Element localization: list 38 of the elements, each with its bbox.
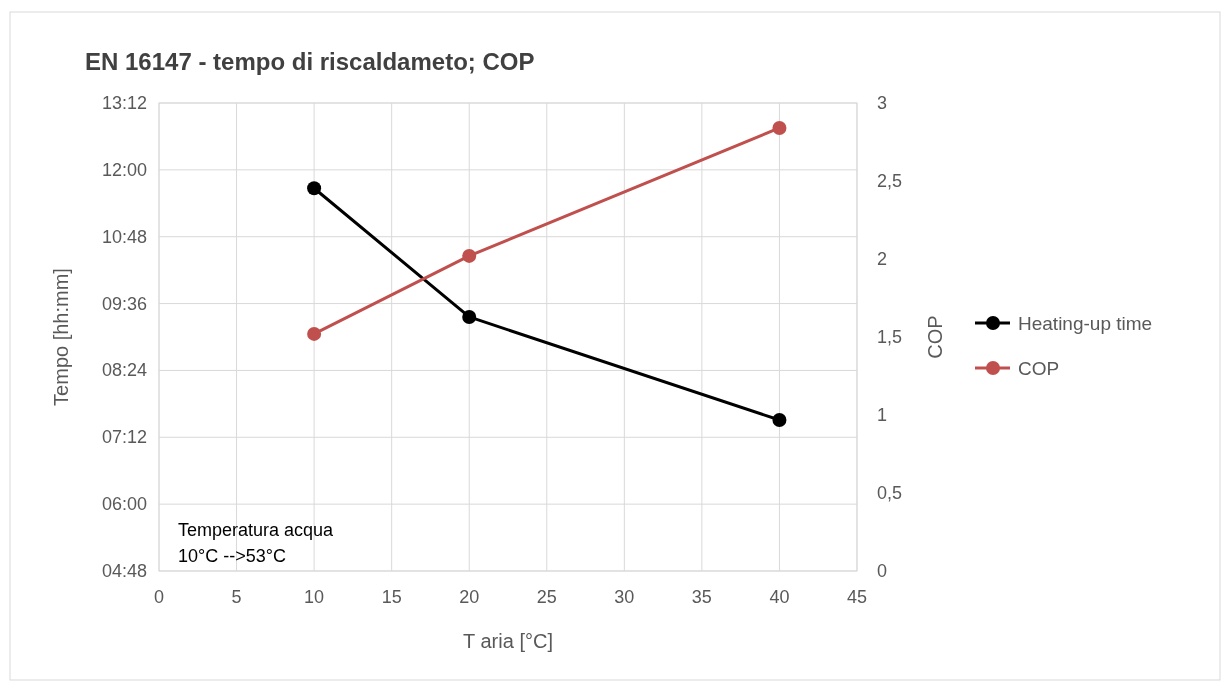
x-tick-label: 15 xyxy=(381,587,402,607)
y-tick-label: 07:12 xyxy=(101,427,147,448)
y-axis-title: Tempo [hh:mm] xyxy=(50,268,72,406)
x-tick-label: 0 xyxy=(153,587,165,607)
y2-tick-label: 2,5 xyxy=(877,171,903,191)
y2-tick-label: 0 xyxy=(877,561,888,581)
point xyxy=(772,120,787,135)
point xyxy=(462,248,477,263)
y-tick-label: 08:24 xyxy=(101,360,147,381)
y-tick-label: 12:00 xyxy=(101,159,147,180)
y2-tick-label: 1 xyxy=(877,405,888,425)
y2-tick-label: 2 xyxy=(877,249,888,269)
point xyxy=(462,309,477,324)
point xyxy=(307,181,322,196)
x-tick-label: 25 xyxy=(536,587,557,607)
y-tick-label: 06:00 xyxy=(101,494,147,515)
x-tick-label: 30 xyxy=(614,587,635,607)
point xyxy=(772,413,787,428)
y-tick-label: 13:12 xyxy=(101,93,147,113)
x-tick-label: 20 xyxy=(459,587,480,607)
y2-tick-label: 0,5 xyxy=(877,483,903,503)
y2-axis-title: COP xyxy=(924,315,946,359)
y-tick-label: 10:48 xyxy=(101,226,147,247)
x-tick-label: 45 xyxy=(846,587,868,607)
x-tick-label: 40 xyxy=(769,587,790,607)
legend-label: Heating-up time xyxy=(1018,313,1153,334)
y-tick-label: 09:36 xyxy=(101,293,147,314)
y2-tick-label: 3 xyxy=(877,93,888,113)
x-axis-title: T aria [°C] xyxy=(463,630,553,652)
point xyxy=(307,326,322,341)
x-tick-label: 5 xyxy=(231,587,242,607)
x-tick-label: 10 xyxy=(304,587,325,607)
chart-title: EN 16147 - tempo di riscaldameto; COP xyxy=(85,48,535,75)
y2-tick-label: 1,5 xyxy=(877,327,903,347)
x-tick-label: 35 xyxy=(691,587,712,607)
legend-label: COP xyxy=(1018,358,1060,379)
annotation: Temperatura acqua 10°C -->53°C xyxy=(178,520,335,566)
y-tick-label: 04:48 xyxy=(101,561,147,581)
